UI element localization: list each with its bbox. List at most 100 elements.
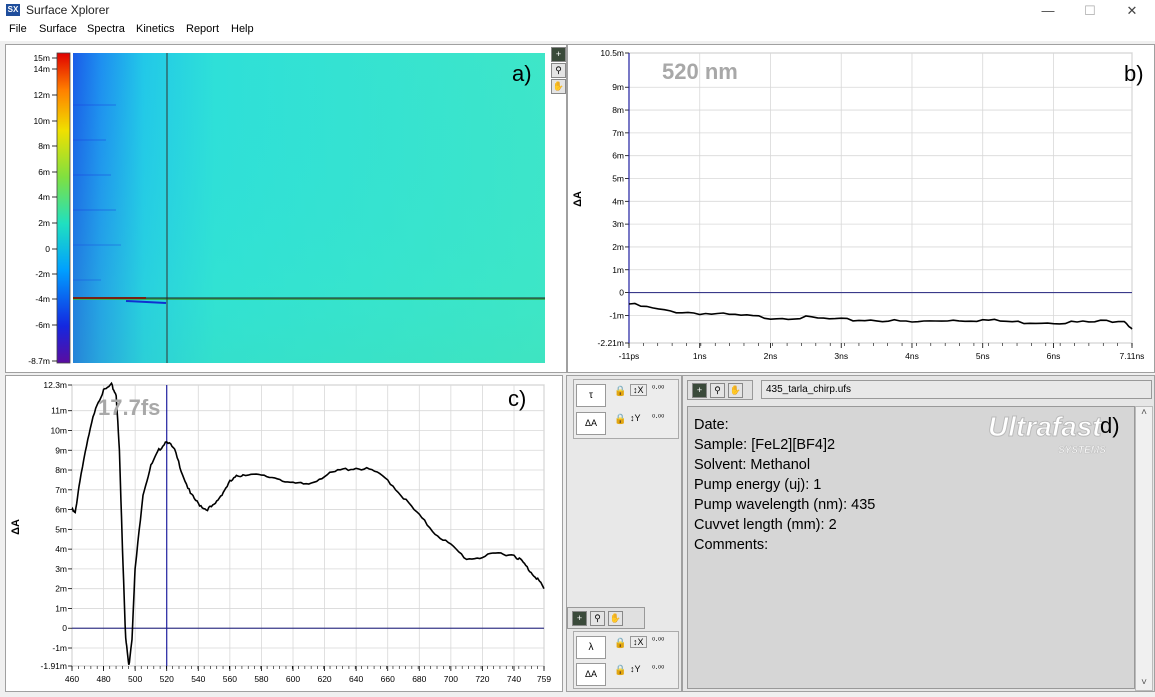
menu-file[interactable]: File (9, 23, 27, 35)
kinetics-ytick-label: 6m (612, 151, 624, 161)
kinetics-ytick-label: 9m (612, 82, 624, 92)
kinetics-ytick-label: 8m (612, 105, 624, 115)
file-name-field[interactable]: 435_tarla_chirp.ufs (761, 380, 1152, 399)
panel-c-label: c) (508, 386, 527, 411)
lambda-field[interactable]: λ (576, 636, 606, 659)
info-sample: Sample: [FeL2][BF4]2 (694, 437, 836, 453)
spectrum-xtick-label: 660 (381, 674, 395, 684)
pan-hand-icon[interactable]: ✋ (551, 79, 566, 94)
autoscale-x-icon[interactable]: ↕X (630, 384, 647, 396)
zoom-icon[interactable]: ⚲ (710, 383, 725, 398)
spectrum-ytick-label: 9m (55, 445, 67, 455)
info-panel: + ⚲ ✋ 435_tarla_chirp.ufs Ultrafast SYST… (682, 375, 1155, 692)
spectrum-control-group: λ 🔒 ↕X ⁰·⁰⁰ ΔA 🔒 ↕Y ⁰·⁰⁰ (573, 631, 679, 689)
tau-field[interactable]: τ (576, 384, 606, 407)
colorbar-tick-label: 10m (33, 116, 50, 126)
menu-surface[interactable]: Surface (39, 23, 77, 35)
spectrum-ytick-label: -1.91m (41, 661, 67, 671)
spectrum-ytick-label: 2m (55, 584, 67, 594)
info-text-area[interactable]: Ultrafast SYSTEMS d) Date: Sample: [FeL2… (687, 406, 1135, 689)
scroll-up-icon[interactable]: ˄ (1141, 407, 1147, 418)
kinetics-xtick-label: 6ns (1047, 351, 1061, 361)
info-scrollbar[interactable]: ˄ ˅ (1135, 406, 1153, 691)
spectrum-tools: + ⚲ ✋ (567, 607, 645, 629)
colorbar-tick-label: -2m (35, 269, 50, 279)
spectrum-ytick-label: 4m (55, 544, 67, 554)
colorbar-tick-label: -8.7m (28, 356, 50, 366)
format-y-icon[interactable]: ⁰·⁰⁰ (652, 413, 665, 422)
info-comments: Comments: (694, 537, 769, 553)
crosshair-icon[interactable]: + (572, 611, 587, 626)
dA-field-bottom[interactable]: ΔA (576, 663, 606, 686)
colorbar-tick-label: 6m (38, 167, 50, 177)
spectrum-series-line (71, 381, 545, 666)
menu-bar: File Surface Spectra Kinetics Report Hel… (0, 21, 1155, 41)
autoscale-y-icon[interactable]: ↕Y (630, 413, 641, 423)
spectrum-chart[interactable]: 12.3m 11m 10m 9m 8m 7m 6m 5m 4m 3m 2m 1m 0 -1m -1.91m 4… (6, 376, 562, 691)
spectrum-xtick-label: 480 (96, 674, 110, 684)
autoscale-y-icon[interactable]: ↕Y (630, 664, 641, 674)
colorbar-tick-label: 0 (45, 244, 50, 254)
spectrum-ytick-label: 0 (62, 623, 67, 633)
colorbar-tick-label: 4m (38, 192, 50, 202)
zoom-icon[interactable]: ⚲ (551, 63, 566, 78)
close-button[interactable]: ✕ (1126, 3, 1138, 18)
lock-icon[interactable]: 🔒 (614, 638, 627, 649)
spectrum-ytick-label: 7m (55, 485, 67, 495)
spectrum-plot-area (71, 384, 545, 667)
lock-icon[interactable]: 🔒 (614, 665, 627, 676)
spectrum-xtick-label: 620 (317, 674, 331, 684)
minimize-button[interactable]: — (1041, 3, 1055, 18)
menu-help[interactable]: Help (231, 23, 254, 35)
spectrum-panel: 12.3m 11m 10m 9m 8m 7m 6m 5m 4m 3m 2m 1m 0 -1m -1.91m 4… (5, 375, 563, 692)
colorbar-tick-label: 8m (38, 141, 50, 151)
surface-panel: 15m 14m 12m 10m 8m 6m 4m 2m 0 -2m -4m -6m -8.7m a) +… (5, 44, 567, 373)
format-x-icon[interactable]: ⁰·⁰⁰ (652, 636, 665, 645)
kinetics-xtick-label: 7.11ns (1120, 351, 1145, 361)
spectrum-xtick-label: 520 (160, 674, 174, 684)
maximize-button[interactable]: ☐ (1084, 3, 1096, 18)
colorbar-tick-label: 15m (33, 53, 50, 63)
kinetics-control-group: τ 🔒 ↕X ⁰·⁰⁰ ΔA 🔒 ↕Y ⁰·⁰⁰ (573, 379, 679, 439)
kinetics-ytick-label: 5m (612, 173, 624, 183)
format-y-icon[interactable]: ⁰·⁰⁰ (652, 664, 665, 673)
pan-hand-icon[interactable]: ✋ (728, 383, 743, 398)
lock-icon[interactable]: 🔒 (614, 386, 627, 397)
colorbar-tick-label: 12m (33, 90, 50, 100)
dA-field-top[interactable]: ΔA (576, 412, 606, 435)
crosshair-icon[interactable]: + (551, 47, 566, 62)
spectrum-xtick-label: 580 (254, 674, 268, 684)
zoom-icon[interactable]: ⚲ (590, 611, 605, 626)
spectrum-ytick-label: 5m (55, 524, 67, 534)
colorbar-tick-label: 2m (38, 218, 50, 228)
menu-kinetics[interactable]: Kinetics (136, 23, 175, 35)
info-date: Date: (694, 417, 729, 433)
spectrum-ytick-label: 3m (55, 564, 67, 574)
kinetics-chart[interactable]: 10.5m 9m 8m 7m 6m 5m 4m 3m 2m 1m 0 -1m -2.21m -11ps 1n… (568, 45, 1154, 372)
menu-spectra[interactable]: Spectra (87, 23, 125, 35)
info-pump-wavelength: Pump wavelength (nm): 435 (694, 497, 876, 513)
spectrum-xtick-label: 700 (444, 674, 458, 684)
kinetics-xtick-label: 5ns (976, 351, 990, 361)
colorbar-tick-label: -6m (35, 320, 50, 330)
menu-report[interactable]: Report (186, 23, 220, 35)
spectrum-xtick-label: 759 (537, 674, 551, 684)
crosshair-icon[interactable]: + (692, 383, 707, 398)
info-tools: + ⚲ ✋ (687, 380, 753, 400)
spectrum-xtick-label: 640 (349, 674, 363, 684)
spectrum-time-readout: 17.7fs (98, 395, 161, 420)
lock-icon[interactable]: 🔒 (614, 414, 627, 425)
format-x-icon[interactable]: ⁰·⁰⁰ (652, 384, 665, 393)
spectrum-ytick-label: 12.3m (43, 380, 67, 390)
autoscale-x-icon[interactable]: ↕X (630, 636, 647, 648)
panel-b-label: b) (1124, 61, 1144, 86)
ultrafast-logo-sub: SYSTEMS (1058, 445, 1106, 457)
spectrum-ytick-label: 10m (50, 425, 67, 435)
kinetics-ytick-label: 4m (612, 196, 624, 206)
spectrum-ytick-label: 6m (55, 505, 67, 515)
pan-hand-icon[interactable]: ✋ (608, 611, 623, 626)
spectrum-ylabel: ΔA (9, 519, 22, 535)
scroll-down-icon[interactable]: ˅ (1141, 677, 1147, 688)
control-column: τ 🔒 ↕X ⁰·⁰⁰ ΔA 🔒 ↕Y ⁰·⁰⁰ + ⚲ ✋ λ 🔒 ↕X ⁰·… (566, 375, 682, 692)
